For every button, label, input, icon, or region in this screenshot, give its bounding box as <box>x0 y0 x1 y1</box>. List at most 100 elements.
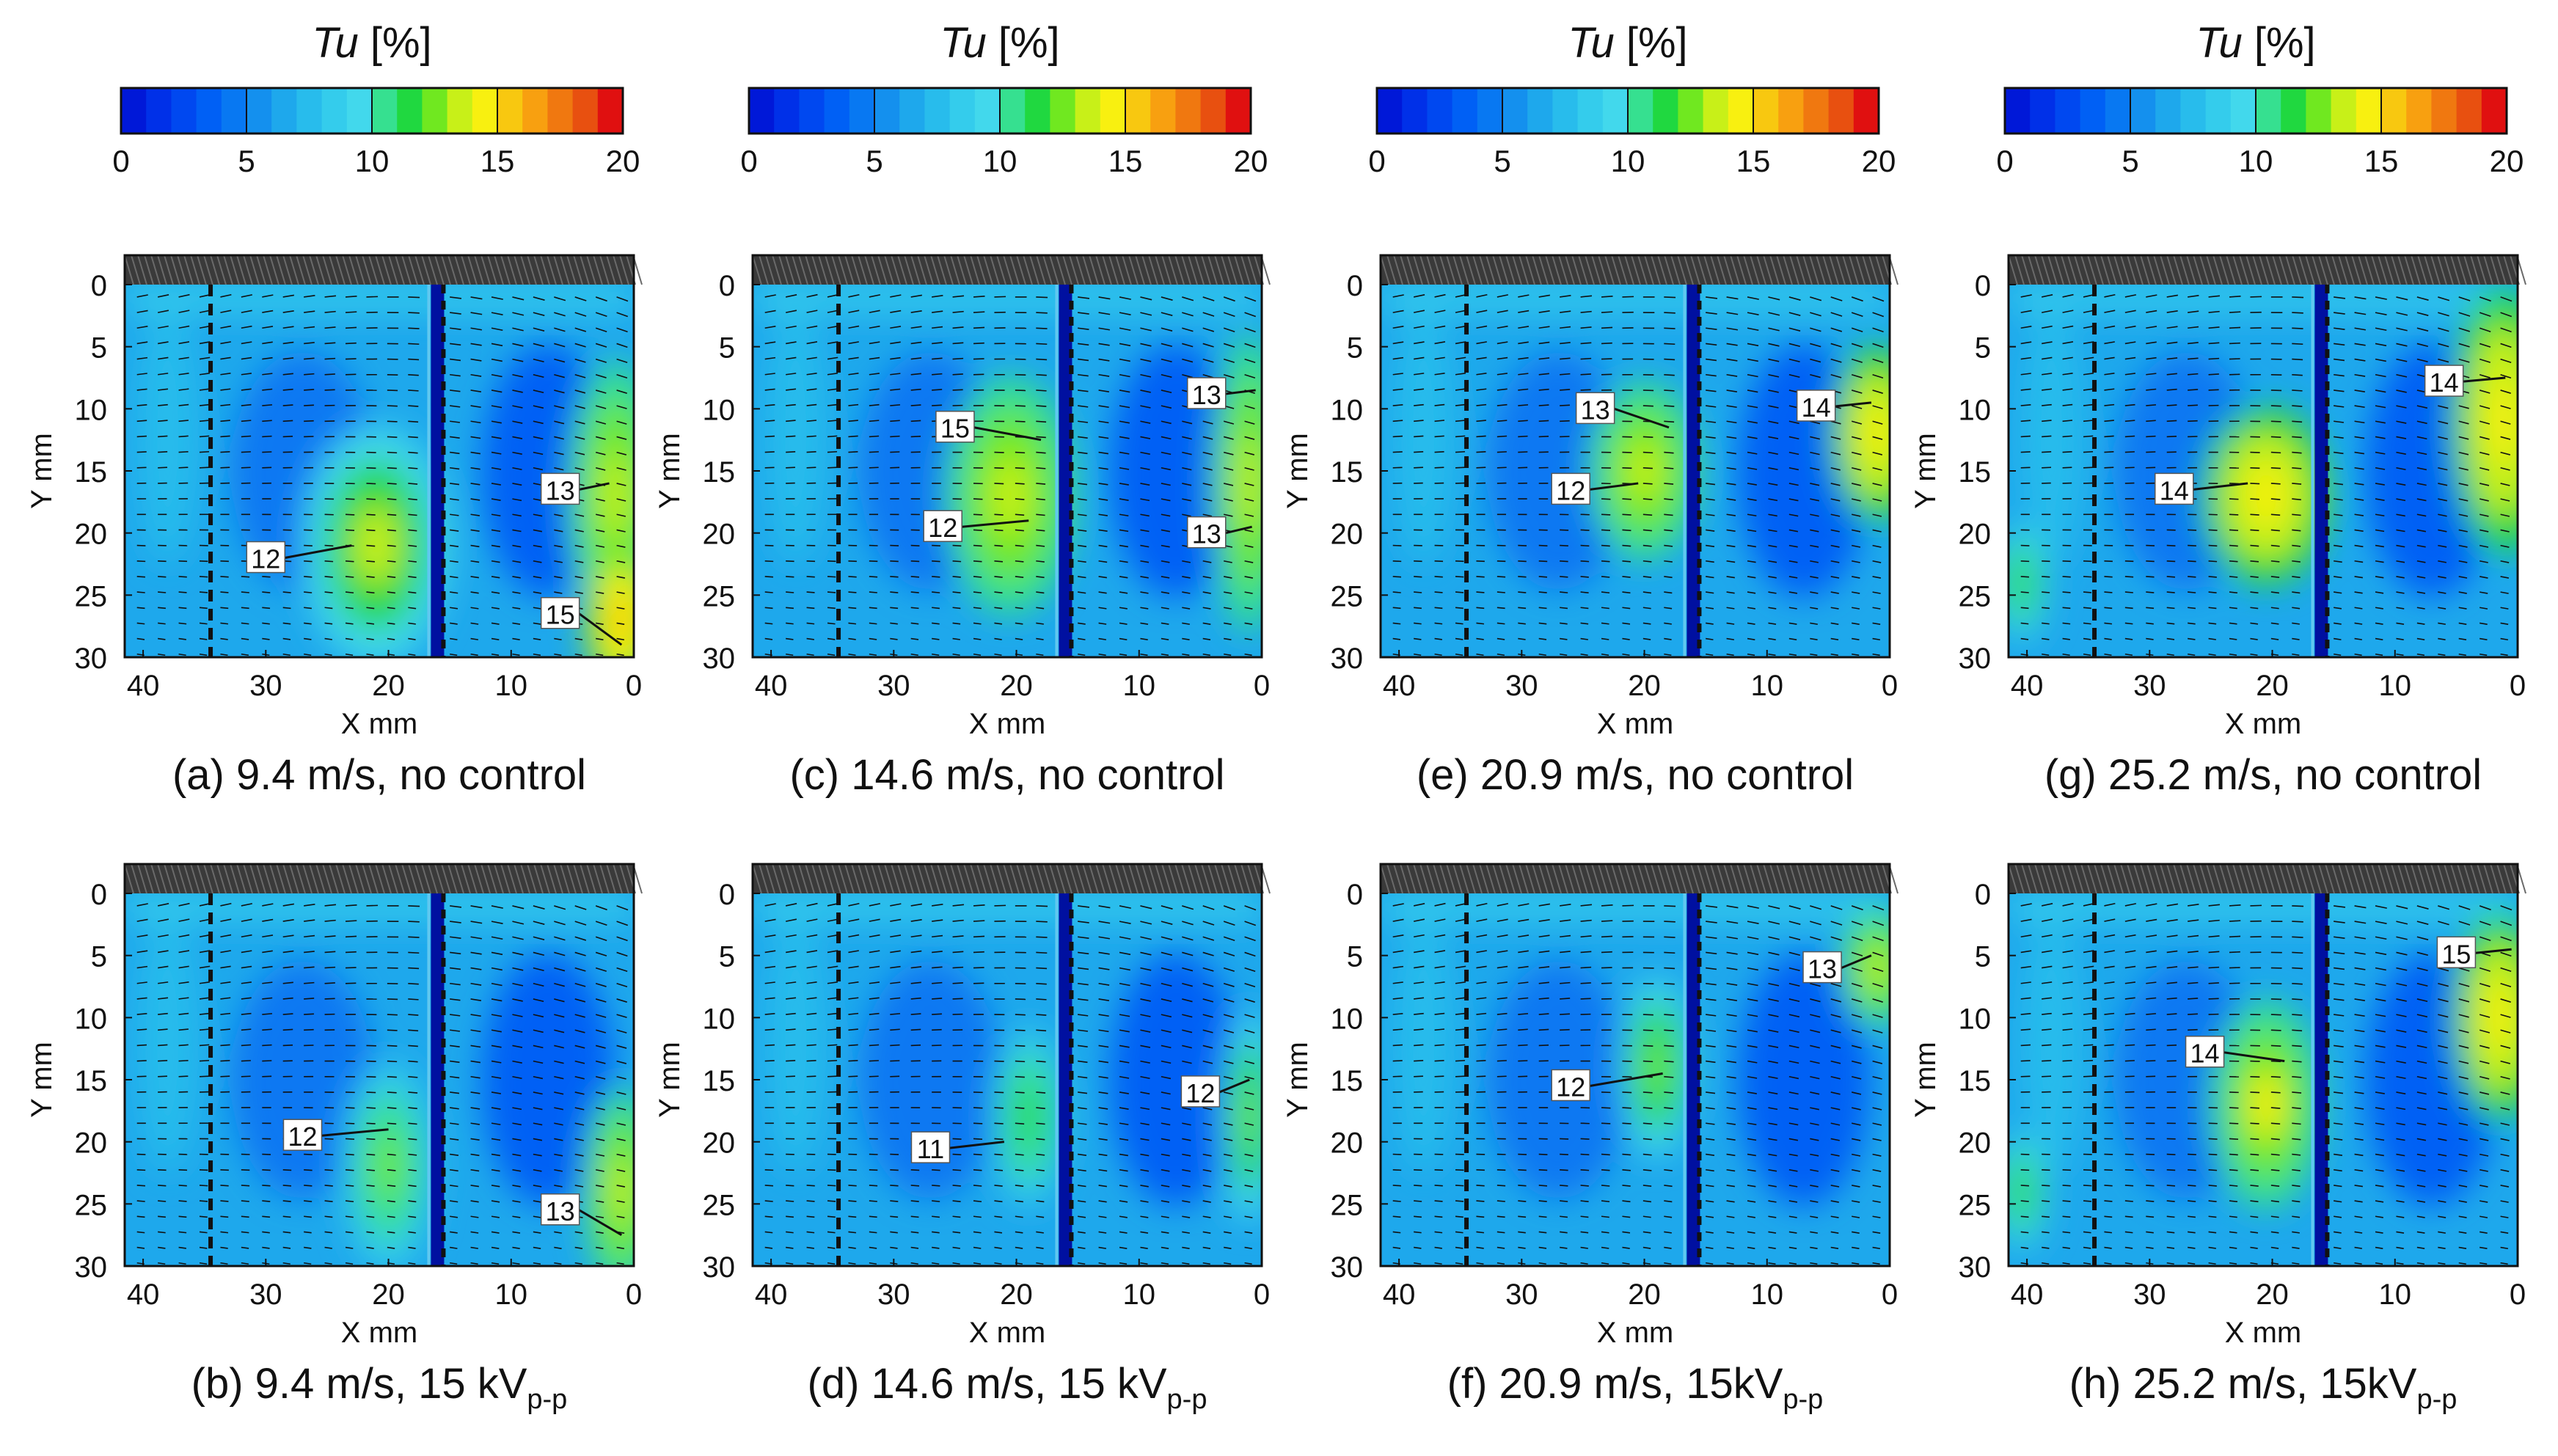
velocity-arrow <box>1244 1014 1255 1018</box>
velocity-arrow <box>554 560 563 563</box>
velocity-arrow <box>786 637 794 640</box>
velocity-arrow <box>574 327 587 332</box>
velocity-arrow <box>1580 966 1592 969</box>
velocity-arrow <box>2270 498 2281 500</box>
velocity-arrow <box>2334 513 2343 516</box>
velocity-arrow <box>282 903 295 907</box>
velocity-arrow <box>1078 436 1088 439</box>
velocity-arrow <box>1161 451 1172 456</box>
velocity-arrow <box>890 1044 900 1047</box>
hatch-line <box>428 255 438 285</box>
velocity-arrow <box>1161 998 1172 1003</box>
velocity-arrow <box>1098 637 1106 640</box>
velocity-arrow <box>764 903 776 907</box>
velocity-arrow <box>1788 498 1799 502</box>
velocity-arrow <box>616 513 626 517</box>
velocity-arrow <box>450 312 461 315</box>
hatch-line <box>1486 255 1496 285</box>
velocity-arrow <box>491 498 501 501</box>
hatch-line <box>474 863 484 894</box>
velocity-arrow <box>1161 951 1173 956</box>
velocity-arrow <box>1119 622 1128 625</box>
velocity-arrow <box>1810 1246 1818 1249</box>
velocity-arrow <box>2062 388 2073 391</box>
hatch-line <box>792 255 802 285</box>
velocity-arrow <box>1078 1262 1086 1265</box>
velocity-arrow <box>533 405 544 409</box>
velocity-arrow <box>1202 1168 1212 1172</box>
velocity-arrow <box>806 965 817 969</box>
hatch-line <box>1472 863 1483 894</box>
velocity-arrow <box>533 653 541 656</box>
velocity-arrow <box>1664 312 1676 314</box>
velocity-arrow <box>1830 1246 1839 1250</box>
velocity-arrow <box>387 607 395 610</box>
velocity-arrow <box>890 356 901 360</box>
hatch-line <box>864 255 874 285</box>
velocity-arrow <box>932 310 943 313</box>
velocity-arrow <box>2292 653 2300 656</box>
velocity-arrow <box>595 921 607 926</box>
velocity-arrow <box>1036 1122 1045 1125</box>
x-tick-label: 20 <box>372 1278 405 1311</box>
y-tick-label: 10 <box>1959 394 1992 426</box>
velocity-arrow <box>848 997 859 1000</box>
velocity-arrow <box>1015 1014 1026 1016</box>
hatch-line <box>2358 255 2368 285</box>
velocity-arrow <box>806 902 818 907</box>
velocity-arrow <box>470 1075 480 1079</box>
tu-field <box>2009 285 2518 657</box>
velocity-arrow <box>1664 436 1674 439</box>
velocity-arrow <box>1518 388 1529 391</box>
velocity-arrow <box>764 1028 775 1031</box>
velocity-arrow <box>1476 607 1485 610</box>
velocity-arrow <box>241 325 252 329</box>
colorbar-swatch <box>2155 88 2181 133</box>
velocity-arrow <box>1455 293 1467 298</box>
hatch-line <box>1591 255 1601 285</box>
x-tick-label: 10 <box>1751 670 1784 702</box>
velocity-arrow <box>574 1014 585 1018</box>
hatch-line <box>2061 255 2071 285</box>
x-tick-label: 0 <box>1254 1278 1270 1311</box>
velocity-arrow <box>491 622 500 625</box>
hatch-line <box>778 863 789 894</box>
velocity-arrow <box>1830 998 1842 1003</box>
velocity-arrow <box>1560 981 1571 984</box>
velocity-arrow <box>1119 1138 1129 1141</box>
hatch-line <box>2014 255 2025 285</box>
velocity-arrow <box>1392 341 1404 345</box>
velocity-arrow <box>2334 436 2344 439</box>
velocity-arrow <box>2166 607 2175 610</box>
velocity-arrow <box>1182 358 1194 363</box>
hatch-line <box>1730 863 1740 894</box>
velocity-arrow <box>806 293 818 298</box>
velocity-arrow <box>616 529 626 533</box>
velocity-arrow <box>1830 591 1839 594</box>
colorbar-tick-label: 5 <box>2122 144 2138 178</box>
x-tick-label: 10 <box>1751 1278 1784 1311</box>
velocity-arrow <box>1182 483 1192 486</box>
velocity-arrow <box>158 403 168 406</box>
velocity-arrow <box>1518 310 1530 313</box>
velocity-arrow <box>1224 1185 1232 1188</box>
velocity-arrow <box>1414 373 1425 376</box>
velocity-arrow <box>786 981 797 984</box>
velocity-arrow <box>1202 451 1213 456</box>
velocity-arrow <box>2124 467 2135 469</box>
velocity-arrow <box>1538 373 1549 376</box>
velocity-arrow <box>1538 1168 1548 1171</box>
velocity-arrow <box>178 981 189 984</box>
hatch-line <box>2113 255 2124 285</box>
velocity-arrow <box>1098 1075 1108 1079</box>
velocity-arrow <box>1119 544 1128 548</box>
velocity-arrow <box>910 919 922 922</box>
velocity-arrow <box>533 1014 544 1018</box>
hatch-line <box>1519 863 1529 894</box>
velocity-arrow <box>1788 1153 1798 1157</box>
velocity-arrow <box>408 358 420 361</box>
velocity-arrow <box>596 1200 604 1203</box>
velocity-arrow <box>1788 1029 1799 1034</box>
velocity-arrow <box>1768 998 1779 1002</box>
